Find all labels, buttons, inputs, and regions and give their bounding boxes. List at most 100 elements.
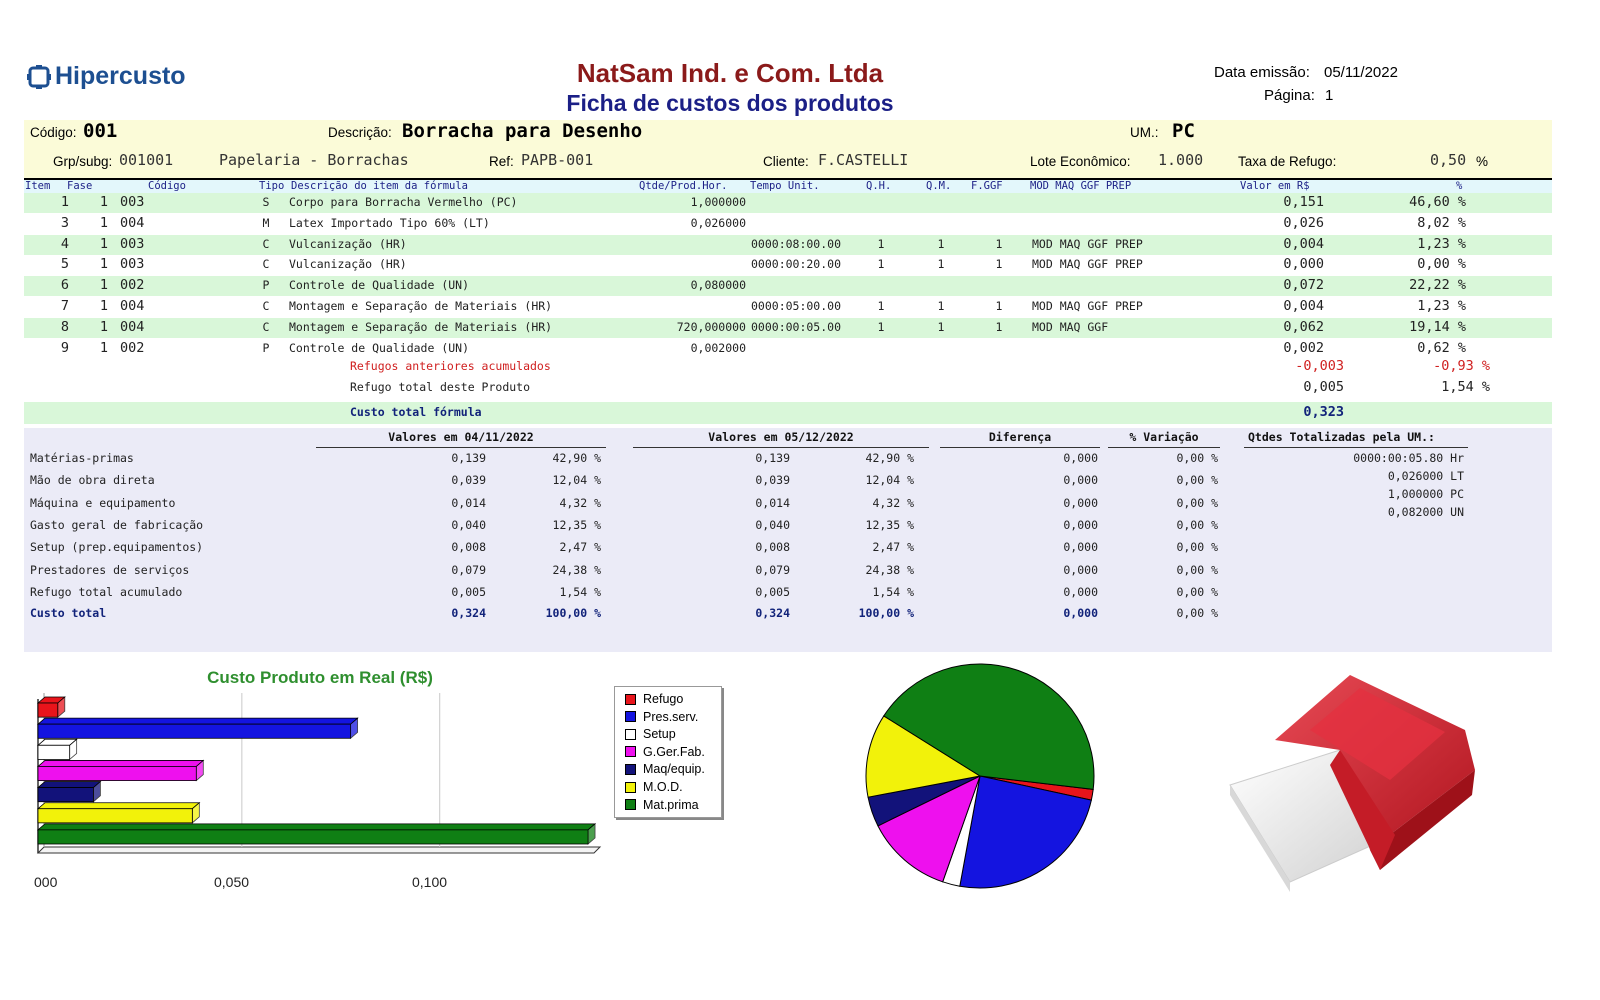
item-desc: Controle de Qualidade (UN) — [289, 278, 470, 292]
legend-item: Maq/equip. — [625, 762, 705, 776]
summary-d: 0,000 — [1063, 451, 1098, 465]
legend-swatch — [625, 711, 636, 723]
ref-value: PAPB-001 — [521, 151, 594, 169]
product-info-band — [24, 120, 1552, 180]
item-qh: 1 — [877, 237, 885, 251]
item-fase: 1 — [99, 236, 109, 252]
item-valor: 0,004 — [1283, 298, 1324, 314]
summary-v1: 0,005 — [451, 584, 486, 599]
item-fase: 1 — [99, 194, 109, 210]
legend-swatch — [625, 763, 636, 775]
pie-slice-pres-serv- — [959, 775, 1092, 889]
item-tipo: S — [262, 195, 270, 209]
um-label: UM.: — [1130, 125, 1159, 140]
item-tempo: 0000:05:00.00 — [751, 299, 842, 313]
summary-v2: 0,014 — [755, 495, 790, 510]
lote-value: 1.000 — [1158, 151, 1204, 169]
item-qm: 1 — [937, 299, 945, 313]
summary-v2: 0,005 — [755, 584, 790, 599]
summary-p1: 4,32 % — [559, 495, 601, 510]
divider — [940, 447, 1100, 448]
summary-total-p1: 100,00 % — [545, 606, 601, 620]
code-label: Código: — [30, 125, 77, 140]
item-row: 3 1 004 M Latex Importado Tipo 60% (LT) 0,026… — [24, 214, 1552, 234]
legend-swatch — [625, 746, 636, 758]
item-item: 4 — [60, 236, 70, 252]
summary-total-var: 0,00 % — [1176, 606, 1218, 620]
legend-label: Refugo — [643, 692, 684, 706]
legend-label: Setup — [643, 727, 676, 742]
item-cod: 004 — [120, 319, 145, 335]
divider — [1244, 447, 1468, 448]
item-tipo: P — [262, 341, 270, 355]
legend-label: G.Ger.Fab. — [643, 744, 705, 759]
item-tipo: C — [262, 257, 270, 271]
legend-swatch — [625, 799, 636, 811]
col-valor: Valor em R$ — [1240, 180, 1310, 192]
legend-item: M.O.D. — [625, 780, 683, 794]
extra-row-refugos-anteriores: Refugos anteriores acumulados -0,003 -0,… — [24, 357, 1552, 377]
extra-row-label: Refugos anteriores acumulados — [350, 359, 551, 373]
item-valor: 0,151 — [1283, 194, 1324, 210]
report-title: Ficha de custos dos produtos — [566, 90, 894, 116]
item-tipo: C — [262, 237, 270, 251]
summary-v1: 0,040 — [451, 517, 486, 532]
item-fggf: 1 — [995, 299, 1003, 313]
item-qtde: 1,000000 — [690, 195, 746, 209]
item-tipo: C — [262, 320, 270, 334]
bar-chart — [36, 693, 602, 854]
item-row: 9 1 002 P Controle de Qualidade (UN) 0,002000… — [24, 339, 1552, 359]
item-qh: 1 — [877, 299, 885, 313]
summary-p2: 12,04 % — [865, 473, 914, 488]
logo-text: Hipercusto — [55, 62, 186, 90]
col-qm: Q.M. — [926, 180, 952, 192]
summary-var: 0,00 % — [1176, 584, 1218, 599]
item-qm: 1 — [937, 320, 945, 334]
item-cod: 002 — [120, 340, 145, 356]
summary-v1: 0,008 — [451, 540, 486, 555]
item-qtde: 0,080000 — [690, 278, 746, 292]
divider — [633, 447, 929, 448]
item-desc: Corpo para Borracha Vermelho (PC) — [289, 195, 518, 209]
legend-label: M.O.D. — [643, 780, 683, 794]
legend-item: Setup — [625, 727, 676, 741]
summary-p1: 42,90 % — [552, 451, 601, 465]
item-pct: 19,14 % — [1409, 319, 1466, 335]
emission-label: Data emissão: — [1214, 64, 1310, 81]
item-cod: 003 — [120, 236, 145, 252]
summary-header-before: Valores em 04/11/2022 — [388, 430, 534, 444]
item-desc: Controle de Qualidade (UN) — [289, 341, 470, 355]
summary-p1: 2,47 % — [559, 540, 601, 555]
item-cod: 003 — [120, 194, 145, 210]
item-fase: 1 — [99, 256, 109, 272]
legend-item: Refugo — [625, 692, 683, 706]
summary-p1: 12,35 % — [552, 517, 601, 532]
item-fase: 1 — [99, 277, 109, 293]
col-tempo: Tempo Unit. — [750, 180, 820, 192]
summary-var: 0,00 % — [1176, 562, 1218, 577]
total-formula-value: 0,323 — [1303, 404, 1344, 420]
legend-label: Pres.serv. — [643, 709, 699, 724]
summary-total-diff: 0,000 — [1063, 606, 1098, 620]
total-formula-row: Custo total fórmula 0,323 — [24, 402, 1552, 424]
summary-label: Refugo total acumulado — [30, 584, 183, 599]
qtde-total-pc: 1,000000 PC — [1387, 487, 1464, 501]
summary-total-v1: 0,324 — [451, 606, 486, 620]
item-tipo: P — [262, 278, 270, 292]
qtde-total-lt: 0,026000 LT — [1387, 469, 1464, 483]
bar-m-o-d- — [36, 801, 201, 824]
refugo-rate-unit: % — [1476, 154, 1489, 169]
product-eraser-image — [1229, 675, 1475, 892]
col-codigo: Código — [148, 180, 186, 192]
summary-label: Mão de obra direta — [30, 473, 155, 488]
item-pct: 22,22 % — [1409, 277, 1466, 293]
extra-row-pct: -0,93 % — [1433, 358, 1490, 374]
summary-var: 0,00 % — [1176, 473, 1218, 488]
bar-g-ger-fab- — [36, 759, 205, 782]
item-desc: Montagem e Separação de Materiais (HR) — [289, 299, 553, 313]
item-pct: 46,60 % — [1409, 194, 1466, 210]
item-tempo: 0000:00:05.00 — [751, 320, 842, 334]
summary-p2: 12,35 % — [865, 517, 914, 532]
item-flags: MOD MAQ GGF PREP — [1032, 237, 1143, 251]
summary-total-v2: 0,324 — [755, 606, 790, 620]
